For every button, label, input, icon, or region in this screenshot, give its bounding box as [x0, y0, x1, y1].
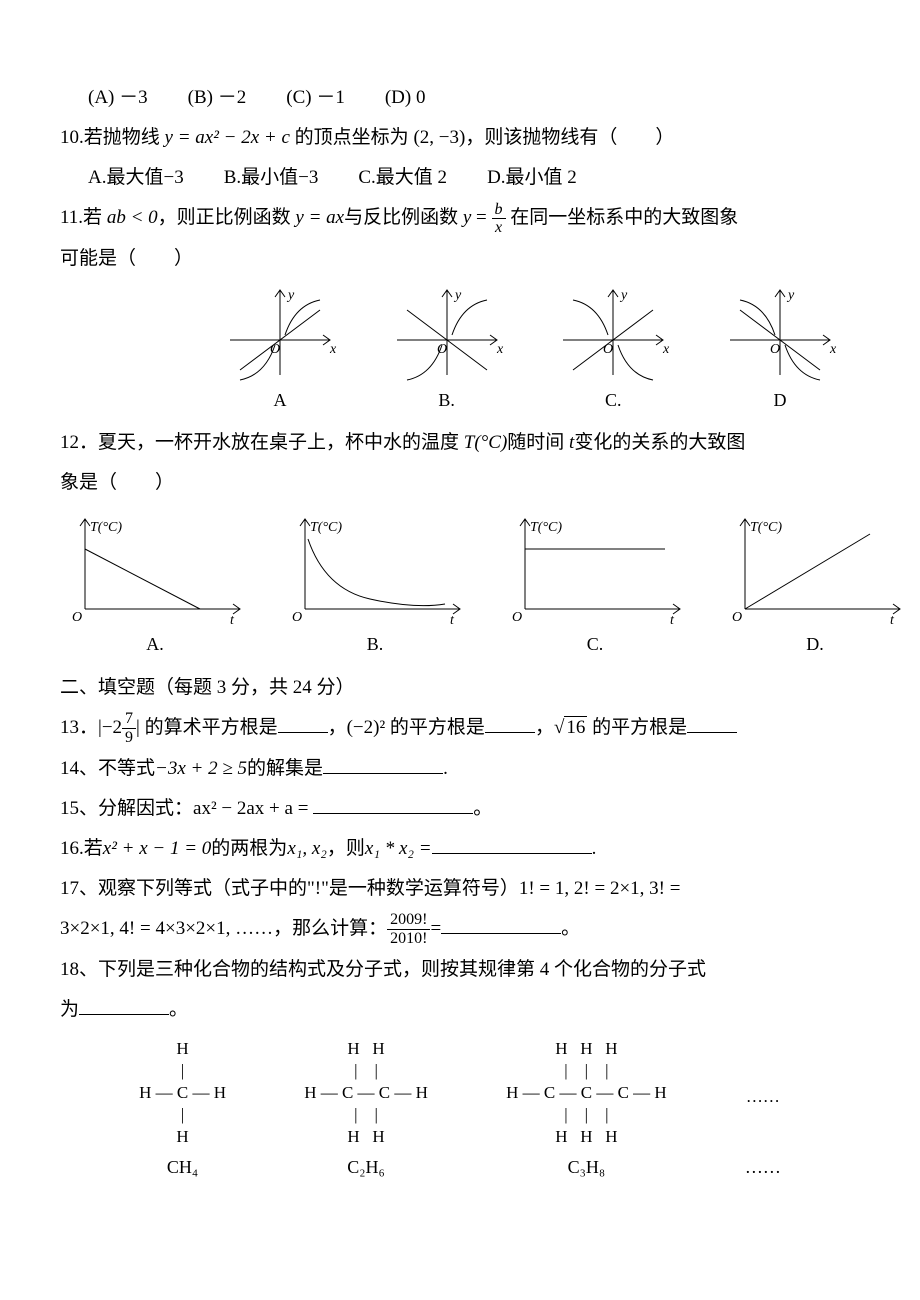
q18-line2: 为。	[60, 992, 860, 1028]
compound-ellipsis: …… ……	[745, 1046, 781, 1179]
svg-text:T(°C): T(°C)	[530, 520, 562, 535]
q9-opt-d: (D) 0	[385, 80, 426, 116]
svg-text:x: x	[829, 342, 837, 357]
q11-graph-a: y x O A	[220, 285, 340, 417]
q11-graph-c: y x O C.	[553, 285, 673, 417]
compound-c3h8: H H H | | | H — C — C — C — H | | | H H …	[506, 1038, 667, 1180]
q12-line2: 象是（ ）	[60, 465, 860, 501]
svg-text:y: y	[286, 288, 295, 303]
q17-line2: 3×2×1, 4! = 4×3×2×1, ……，那么计算：2009!2010!=…	[60, 911, 860, 948]
q17: 17、观察下列等式（式子中的"!"是一种数学运算符号）1! = 1, 2! = …	[60, 871, 860, 907]
svg-text:t: t	[670, 613, 675, 628]
q9-opt-b: (B) －2	[188, 80, 247, 116]
q11-graph-b: y x O B.	[387, 285, 507, 417]
svg-text:O: O	[770, 342, 780, 357]
svg-text:t: t	[450, 613, 455, 628]
compound-c2h6: H H | | H — C — C — H | | H H C₂H₆	[304, 1038, 428, 1180]
q13-blank3	[687, 713, 737, 733]
svg-text:x: x	[329, 342, 337, 357]
svg-text:y: y	[453, 288, 462, 303]
q10-eq: y = ax² − 2x + c	[165, 127, 290, 148]
q12-graphs: T(°C) t O A. T(°C) t O B. T(°C) t O	[60, 509, 860, 661]
q13-blank2	[485, 713, 535, 733]
q16: 16.若x² + x − 1 = 0的两根为x₁, x₂，则x₁ * x₂ =.	[60, 831, 860, 867]
q9-opt-a: (A) －3	[88, 80, 148, 116]
svg-text:t: t	[230, 613, 235, 628]
q11-graph-d: y x O D	[720, 285, 840, 417]
q10-options: A.最大值−3 B.最小值−3 C.最大值 2 D.最小值 2	[60, 160, 860, 196]
q17-blank	[441, 914, 561, 934]
q15: 15、分解因式：ax² − 2ax + a = 。	[60, 791, 860, 827]
q18-compounds: H | H — C — H | H CH₄ H H | | H — C — C …	[60, 1038, 860, 1180]
q14: 14、不等式−3x + 2 ≥ 5的解集是.	[60, 751, 860, 787]
svg-text:O: O	[72, 610, 82, 625]
svg-text:T(°C): T(°C)	[310, 520, 342, 535]
q11-graphs: y x O A y x O B. y x	[60, 285, 860, 417]
svg-text:y: y	[619, 288, 628, 303]
q9-options: (A) －3 (B) －2 (C) －1 (D) 0	[60, 80, 860, 116]
q12: 12．夏天，一杯开水放在桌子上，杯中水的温度 T(°C)随时间 t变化的关系的大…	[60, 425, 860, 461]
q18-blank	[79, 995, 169, 1015]
svg-text:T(°C): T(°C)	[90, 520, 122, 535]
q10-opt-c: C.最大值 2	[358, 160, 447, 196]
q18: 18、下列是三种化合物的结构式及分子式，则按其规律第 4 个化合物的分子式	[60, 952, 860, 988]
svg-text:x: x	[496, 342, 504, 357]
svg-text:T(°C): T(°C)	[750, 520, 782, 535]
q10-opt-d: D.最小值 2	[487, 160, 577, 196]
q12-graph-c: T(°C) t O C.	[500, 509, 690, 661]
svg-text:O: O	[732, 610, 742, 625]
q13-blank1	[278, 713, 328, 733]
svg-text:O: O	[512, 610, 522, 625]
section2-header: 二、填空题（每题 3 分，共 24 分）	[60, 670, 860, 706]
q12-graph-a: T(°C) t O A.	[60, 509, 250, 661]
svg-text:O: O	[292, 610, 302, 625]
q12-graph-d: T(°C) t O D.	[720, 509, 910, 661]
q10: 10.若抛物线 y = ax² − 2x + c 的顶点坐标为 (2, −3)，…	[60, 120, 860, 156]
q11-line2: 可能是（ ）	[60, 241, 860, 277]
q13: 13．|−279| 的算术平方根是，(−2)² 的平方根是，√16 的平方根是	[60, 710, 860, 747]
q11: 11.若 ab < 0，则正比例函数 y = ax与反比例函数 y = bx 在…	[60, 200, 860, 237]
compound-ch4: H | H — C — H | H CH₄	[139, 1038, 226, 1180]
q10-opt-a: A.最大值−3	[88, 160, 184, 196]
q12-graph-b: T(°C) t O B.	[280, 509, 470, 661]
svg-text:y: y	[786, 288, 795, 303]
q9-opt-c: (C) －1	[286, 80, 345, 116]
svg-text:t: t	[890, 613, 895, 628]
q14-blank	[323, 754, 443, 774]
q10-opt-b: B.最小值−3	[224, 160, 319, 196]
q16-blank	[432, 834, 592, 854]
q15-blank	[313, 794, 473, 814]
svg-text:x: x	[662, 342, 670, 357]
